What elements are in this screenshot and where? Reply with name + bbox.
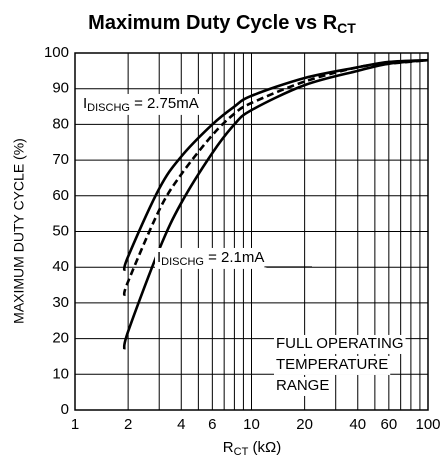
y-tick-label: 80 xyxy=(52,115,69,132)
annotation-bg xyxy=(274,355,391,375)
x-tick-label: 10 xyxy=(243,416,260,433)
annotation-bg xyxy=(274,376,332,396)
annotation-bg xyxy=(155,247,267,269)
curve xyxy=(122,58,429,272)
annotation-bg xyxy=(81,93,201,115)
annotation-main: I xyxy=(83,95,87,112)
x-tick-label: 4 xyxy=(177,416,185,433)
y-tick-label: 70 xyxy=(52,151,69,168)
y-tick-label: 100 xyxy=(44,44,69,61)
x-tick-label: 100 xyxy=(415,416,440,433)
y-tick-label: 10 xyxy=(52,365,69,382)
x-label-tail: (kΩ) xyxy=(248,439,281,456)
annotation-tail: = 2.75mA xyxy=(130,95,199,112)
y-tick-label: 60 xyxy=(52,187,69,204)
title-main: Maximum Duty Cycle vs R xyxy=(88,12,338,34)
y-tick-label: 0 xyxy=(61,401,69,418)
annotation-line: TEMPERATURE xyxy=(276,356,388,373)
x-axis-label: RCT (kΩ) xyxy=(223,439,281,458)
y-tick-label: 50 xyxy=(52,222,69,239)
x-tick-label: 6 xyxy=(208,416,216,433)
annotation-main: I xyxy=(157,249,161,266)
y-tick-label: 20 xyxy=(52,330,69,347)
annotation-sub: DISCHG xyxy=(161,256,204,268)
annotation: IDISCHG = 2.1mA xyxy=(157,249,264,268)
x-tick-label: 1 xyxy=(71,416,79,433)
annotation-tail: = 2.1mA xyxy=(204,249,264,266)
title-sub: CT xyxy=(337,20,356,36)
y-tick-label: 40 xyxy=(52,258,69,275)
x-tick-label: 20 xyxy=(296,416,313,433)
annotation: IDISCHG = 2.75mA xyxy=(83,95,199,114)
x-tick-label: 60 xyxy=(380,416,397,433)
x-tick-label: 2 xyxy=(124,416,132,433)
x-tick-label: 40 xyxy=(349,416,366,433)
plot-frame xyxy=(74,52,429,411)
y-tick-label: 30 xyxy=(52,294,69,311)
annotation-line: RANGE xyxy=(276,377,329,394)
annotation-bg xyxy=(274,334,406,354)
annotation-sub: DISCHG xyxy=(87,102,130,114)
y-axis-label: MAXIMUM DUTY CYCLE (%) xyxy=(11,138,27,324)
chart-title: Maximum Duty Cycle vs RCT xyxy=(88,12,356,35)
y-tick-label: 90 xyxy=(52,80,69,97)
curve xyxy=(122,58,429,350)
curve xyxy=(122,58,429,297)
x-label-sub: CT xyxy=(234,446,249,458)
annotation-line: FULL OPERATING xyxy=(276,335,404,352)
x-label-main: R xyxy=(223,439,234,456)
